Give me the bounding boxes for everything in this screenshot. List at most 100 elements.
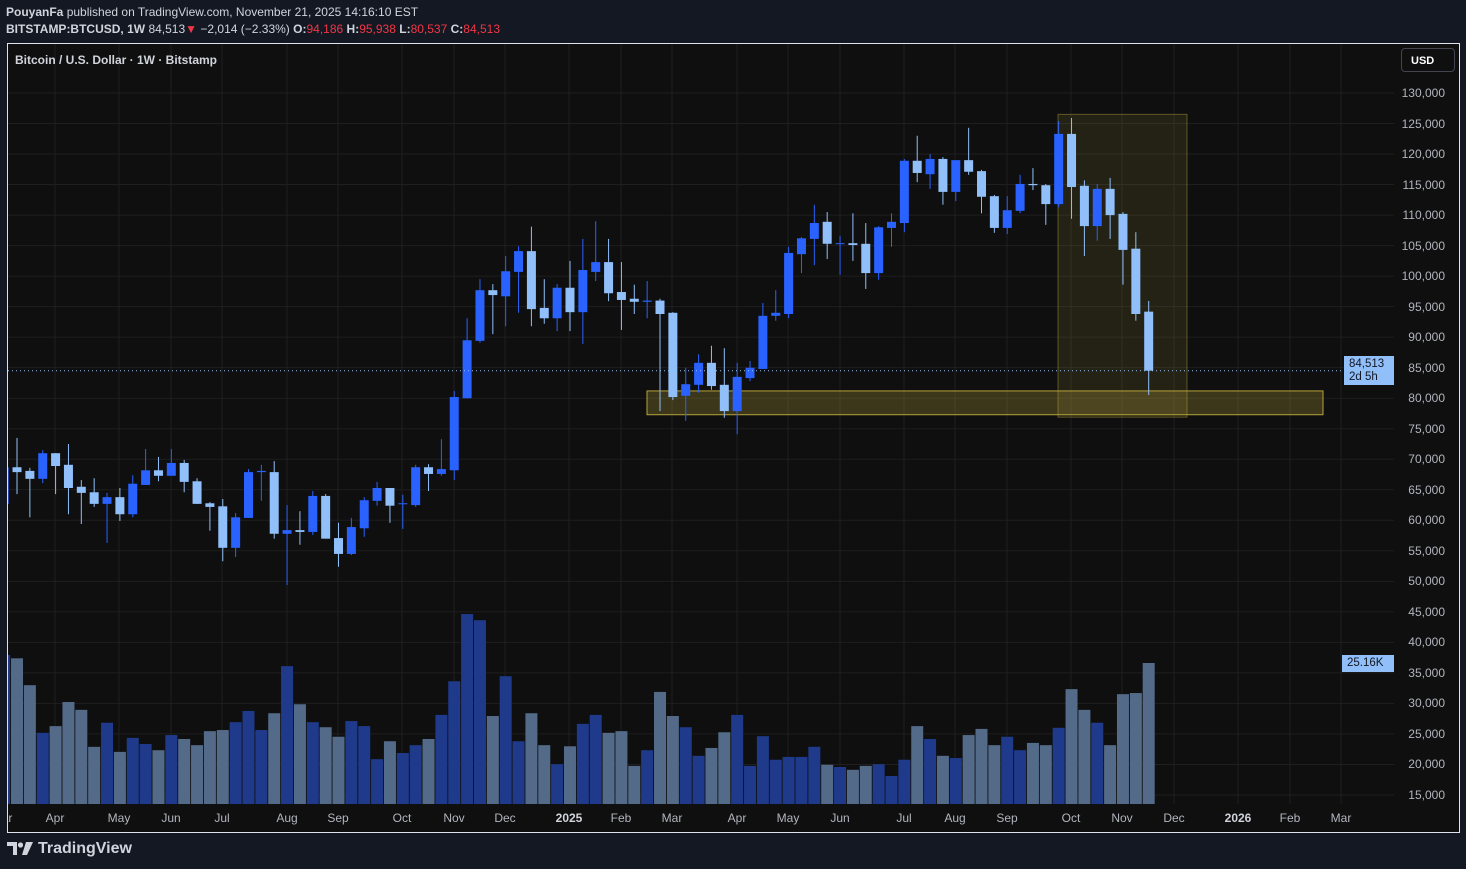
candle-down [655, 300, 665, 315]
candle-down [63, 464, 73, 488]
candle-down [989, 196, 999, 228]
volume-bar [203, 731, 216, 804]
candle-up [925, 158, 935, 175]
price-tick-label: 40,000 [1408, 635, 1445, 650]
volume-bar [152, 750, 165, 804]
candle-down [1144, 311, 1154, 371]
volume-bar [1142, 663, 1155, 804]
volume-bar [306, 722, 319, 804]
candle-up [745, 367, 755, 379]
volume-bar [139, 744, 152, 804]
time-tick-label: Feb [1279, 811, 1301, 825]
volume-bar [628, 765, 641, 804]
chart-pane[interactable]: Bitcoin / U.S. Dollar · 1W · Bitstamp US… [7, 43, 1460, 833]
currency-button[interactable]: USD [1401, 48, 1455, 72]
last-price-label: 84,513 2d 5h [1344, 356, 1394, 385]
last-price-value: 84,513 [1349, 358, 1385, 370]
candle-down [912, 160, 922, 173]
price-tick-label: 100,000 [1401, 269, 1445, 284]
volume-bar [654, 691, 667, 804]
candle-up [8, 467, 9, 504]
tradingview-logo[interactable]: TradingView [7, 840, 132, 858]
candle-up [578, 270, 588, 313]
volume-bar [319, 727, 332, 804]
volume-bar [1129, 693, 1142, 804]
down-arrow-icon: ▼ [185, 22, 198, 36]
author-name[interactable]: PouyanFa [6, 5, 64, 19]
candle-up [796, 238, 806, 255]
volume-bar [178, 738, 191, 804]
volume-bar [641, 750, 654, 804]
candle-down [1118, 213, 1128, 250]
volume-bar [486, 716, 499, 804]
volume-bar [422, 738, 435, 804]
chart-canvas[interactable] [8, 44, 1459, 832]
candle-up [449, 397, 459, 471]
candle-down [706, 362, 716, 387]
volume-bar [885, 775, 898, 804]
candle-down [526, 251, 536, 310]
volume-bar [846, 769, 859, 804]
volume-bar [113, 751, 126, 804]
volume-bar [924, 738, 937, 804]
price-tick-label: 95,000 [1408, 299, 1445, 314]
candle-down [179, 462, 189, 482]
volume-bar [911, 726, 924, 804]
bar-countdown: 2d 5h [1349, 371, 1378, 383]
volume-bar [744, 765, 757, 804]
time-tick-label: Apr [45, 811, 65, 825]
volume-bar [898, 759, 911, 804]
candle-down [616, 292, 626, 300]
volume-bar [448, 681, 461, 804]
volume-bar [473, 620, 486, 804]
candle-up [591, 262, 601, 272]
price-tick-label: 130,000 [1401, 86, 1445, 100]
candle-up [1092, 188, 1102, 227]
volume-bar [949, 758, 962, 804]
tradingview-logo-icon [7, 842, 33, 855]
candle-up [141, 470, 151, 485]
close-label: C: [450, 22, 464, 36]
candle-down [604, 262, 614, 294]
candle-down [719, 384, 729, 412]
high-value: 95,938 [359, 22, 396, 36]
candle-down [269, 472, 279, 534]
published-text: published on TradingView.com, November 2… [66, 5, 419, 19]
volume-bar [1014, 750, 1027, 804]
change-value: −2,014 (−2.33%) [200, 22, 290, 36]
candle-down [115, 497, 125, 515]
time-tick-label: Dec [494, 811, 516, 825]
candle-down [385, 487, 395, 506]
volume-bar [538, 745, 551, 804]
volume-bar [75, 709, 88, 804]
candle-up [899, 160, 909, 224]
candle-up [231, 517, 241, 548]
price-tick-label: 125,000 [1401, 116, 1445, 131]
candle-down [153, 470, 163, 476]
volume-bar [718, 732, 731, 804]
price-tick-label: 105,000 [1401, 238, 1445, 253]
volume-bar [499, 676, 512, 804]
candle-down [1131, 248, 1141, 315]
candle-up [166, 462, 176, 476]
candle-up [38, 453, 48, 479]
volume-bar [11, 658, 24, 804]
volume-bar [49, 726, 62, 804]
volume-bar [293, 704, 306, 804]
candle-up [552, 287, 562, 319]
volume-bar [23, 685, 36, 804]
time-tick-label: Nov [443, 811, 465, 825]
candle-down [76, 486, 86, 493]
volume-bar [268, 713, 281, 804]
volume-bar [1052, 727, 1065, 804]
candle-up [784, 252, 794, 315]
volume-bar [281, 666, 294, 804]
candle-up [372, 487, 382, 501]
candle-down [822, 221, 832, 244]
high-label: H: [346, 22, 360, 36]
candle-up [282, 530, 292, 534]
volume-bar [512, 741, 525, 804]
volume-bar [435, 714, 448, 804]
time-tick-label: Oct [392, 811, 412, 825]
volume-bar [821, 764, 834, 804]
